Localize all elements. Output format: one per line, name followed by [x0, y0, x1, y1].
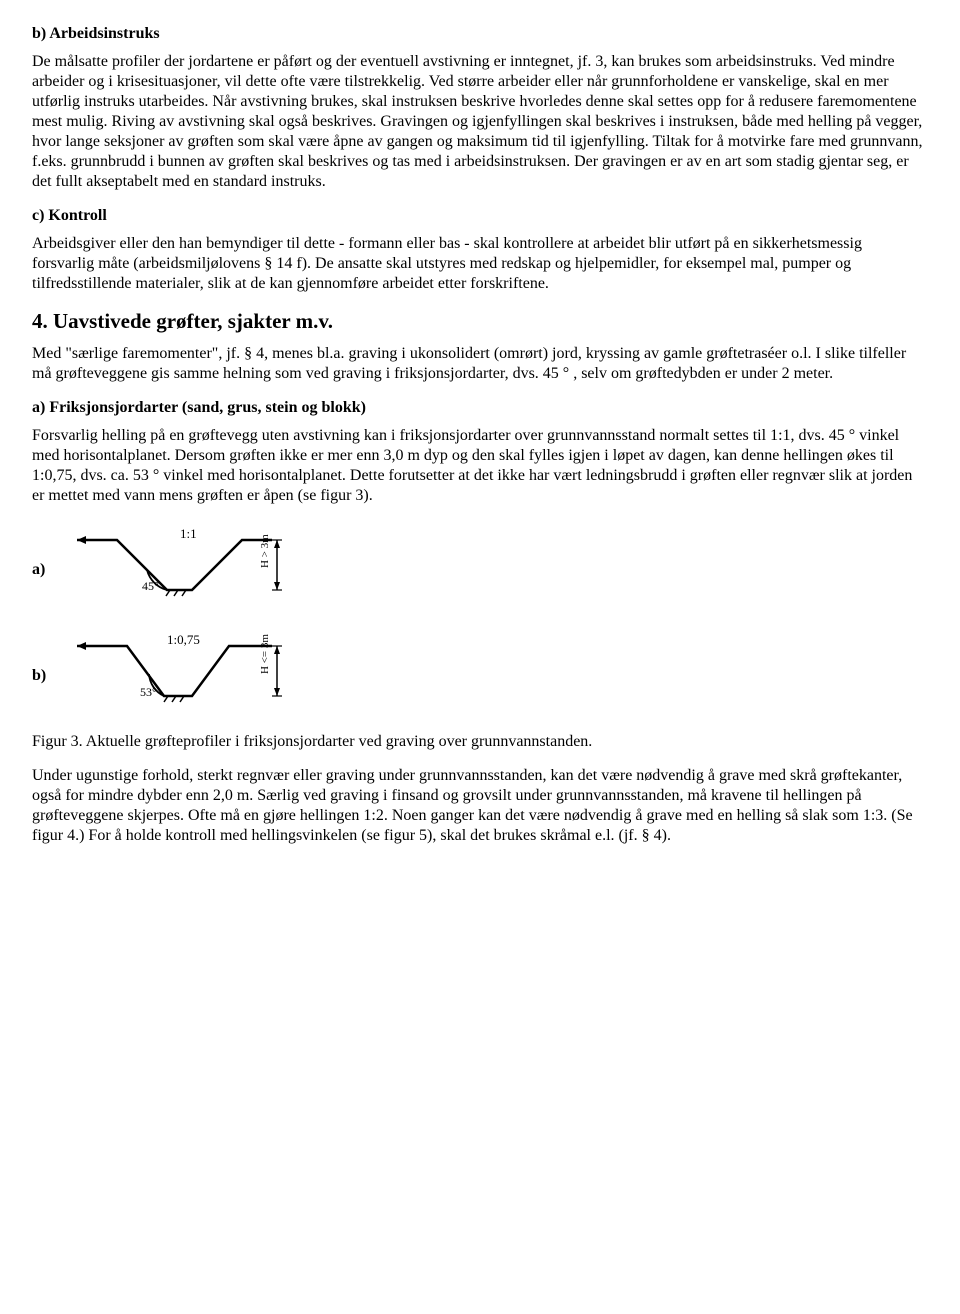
trench-profile-a-icon: 1:1 45° H > 3m	[72, 520, 292, 620]
section-b-heading: b) Arbeidsinstruks	[32, 24, 928, 44]
ratio-a-label: 1:1	[180, 526, 197, 541]
section-c-heading: c) Kontroll	[32, 206, 928, 226]
angle-a-label: 45°	[142, 579, 159, 593]
figure-3: a) 1:1 45° H > 3m b)	[32, 520, 928, 726]
ratio-b-label: 1:0,75	[167, 632, 200, 647]
section-4a-paragraph: Forsvarlig helling på en grøftevegg uten…	[32, 426, 928, 506]
section-c-paragraph: Arbeidsgiver eller den han bemyndiger ti…	[32, 234, 928, 294]
trench-profile-b-icon: 1:0,75 53° H <= 3m	[72, 626, 292, 726]
depth-b-label: H <= 3m	[259, 634, 271, 674]
section-4-heading: 4. Uavstivede grøfter, sjakter m.v.	[32, 308, 928, 334]
figure-3-row-a-label: a)	[32, 560, 54, 580]
depth-a-label: H > 3m	[259, 534, 271, 568]
closing-paragraph: Under ugunstige forhold, sterkt regnvær …	[32, 766, 928, 846]
section-b-paragraph: De målsatte profiler der jordartene er p…	[32, 52, 928, 192]
section-4a-heading: a) Friksjonsjordarter (sand, grus, stein…	[32, 398, 928, 418]
angle-b-label: 53°	[140, 685, 157, 699]
figure-3-row-a: a) 1:1 45° H > 3m	[32, 520, 928, 620]
figure-3-row-b: b) 1:0,75 53° H <= 3m	[32, 626, 928, 726]
figure-3-caption: Figur 3. Aktuelle grøfteprofiler i friks…	[32, 732, 928, 752]
figure-3-row-b-label: b)	[32, 666, 54, 686]
section-4-intro: Med "særlige faremomenter", jf. § 4, men…	[32, 344, 928, 384]
